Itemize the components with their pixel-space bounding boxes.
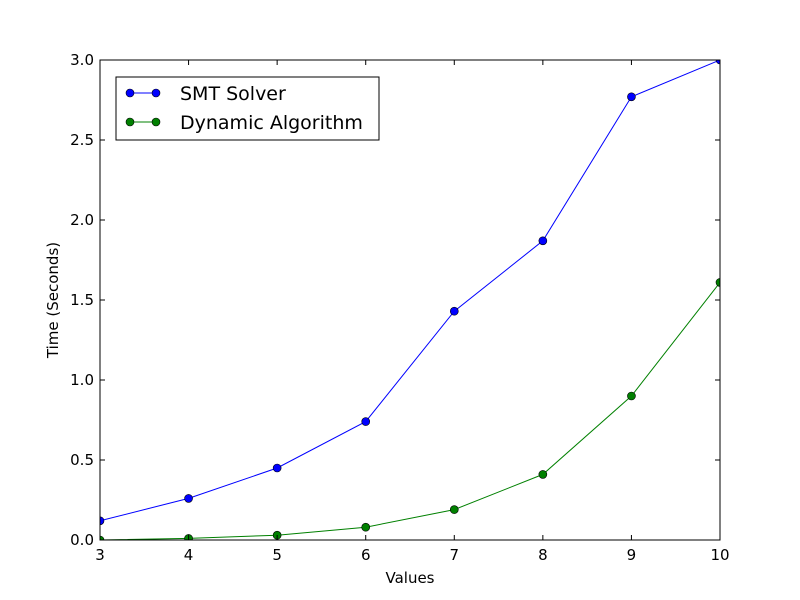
x-tick-label: 7 — [450, 546, 460, 564]
y-tick-label: 1.5 — [70, 291, 94, 309]
y-axis-label: Time (Seconds) — [44, 242, 62, 359]
x-axis-label: Values — [385, 569, 434, 587]
y-tick-label: 1.0 — [70, 371, 94, 389]
data-point-dynamic-algorithm — [100, 535, 105, 540]
series-layer — [100, 60, 720, 540]
y-tick-label: 0.0 — [70, 531, 94, 549]
data-point-smt-solver — [272, 463, 282, 473]
legend: SMT Solver Dynamic Algorithm — [115, 76, 380, 141]
legend-marker-dynamic-algorithm — [151, 117, 161, 127]
x-tick-label: 9 — [627, 546, 637, 564]
data-point-dynamic-algorithm — [538, 470, 548, 479]
y-tick-label: 2.5 — [70, 131, 94, 149]
legend-label-dynamic-algorithm: Dynamic Algorithm — [180, 112, 363, 134]
y-tick-label: 3.0 — [70, 51, 94, 69]
x-tick-label: 5 — [272, 546, 282, 564]
data-point-smt-solver — [184, 494, 193, 503]
x-tick-label: 8 — [538, 546, 548, 564]
data-point-smt-solver — [627, 92, 636, 102]
legend-marker-smt-solver — [151, 88, 161, 98]
data-point-smt-solver — [715, 60, 720, 65]
x-tick-label: 4 — [184, 546, 194, 564]
data-point-dynamic-algorithm — [715, 278, 720, 287]
data-point-smt-solver — [361, 417, 371, 426]
y-tick-label: 0.5 — [70, 451, 94, 469]
x-tick-label: 10 — [710, 546, 729, 564]
data-point-smt-solver — [100, 516, 105, 526]
series-line-dynamic-algorithm — [100, 282, 720, 540]
legend-box — [115, 76, 380, 141]
data-point-smt-solver — [538, 236, 548, 246]
legend-marker-smt-solver — [125, 88, 135, 98]
y-tick-label: 2.0 — [70, 211, 94, 229]
plot-area — [100, 60, 720, 540]
x-tick-label: 6 — [361, 546, 371, 564]
x-tick-label: 3 — [95, 546, 105, 564]
axis-ticks: 3 4 5 6 7 8 9 10 0.0 0.5 1.0 1.5 2.0 2.5 3.0 — [70, 51, 729, 564]
data-point-dynamic-algorithm — [449, 505, 459, 514]
data-point-dynamic-algorithm — [627, 391, 636, 401]
data-point-dynamic-algorithm — [361, 522, 371, 532]
data-point-smt-solver — [449, 306, 459, 316]
series-line-smt-solver — [100, 60, 720, 522]
legend-label-smt-solver: SMT Solver — [180, 83, 286, 105]
legend-marker-dynamic-algorithm — [125, 117, 135, 127]
